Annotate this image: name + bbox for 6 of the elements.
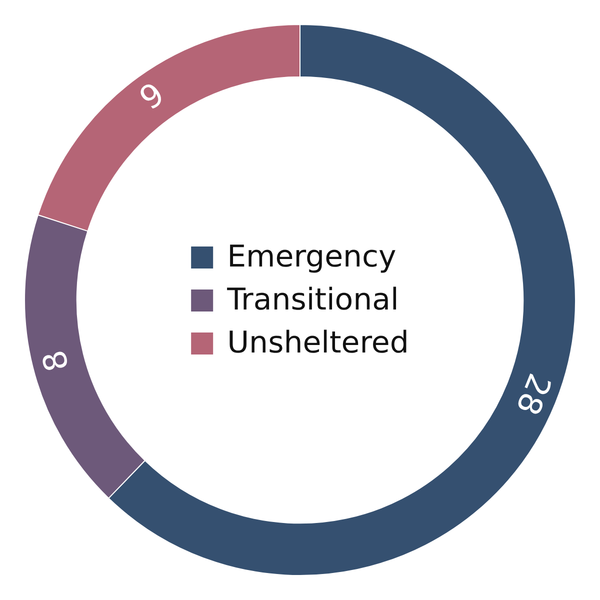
data-label: 9 <box>132 74 172 118</box>
legend-label: Transitional <box>227 282 399 318</box>
data-label: 28 <box>508 368 559 420</box>
legend-label: Unsheltered <box>227 326 409 360</box>
legend-label: Emergency <box>227 240 396 274</box>
data-label: 8 <box>34 346 76 376</box>
